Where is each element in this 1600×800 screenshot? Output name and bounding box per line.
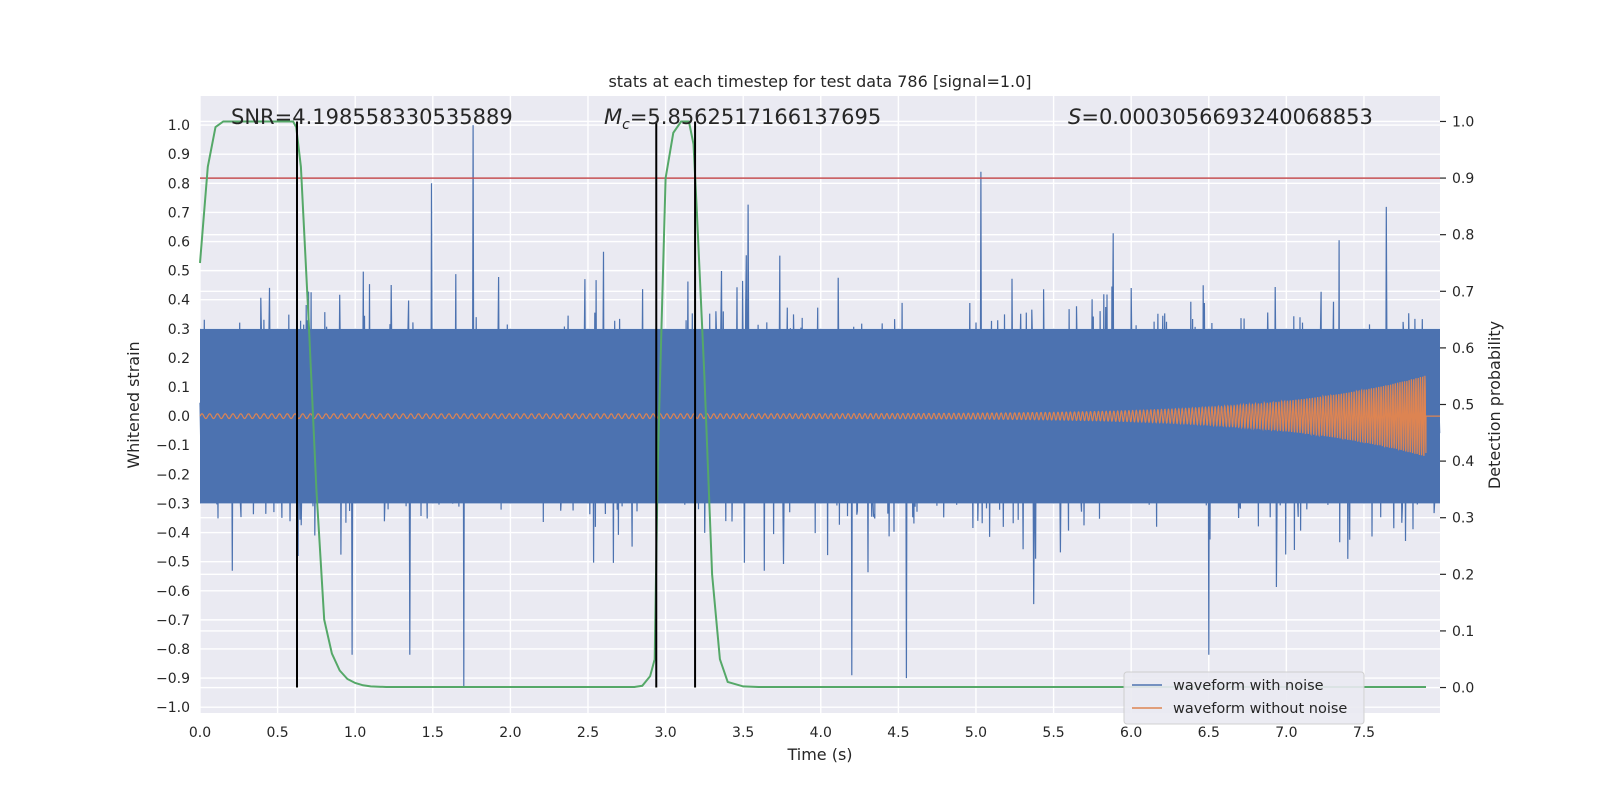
chirp-mass-subscript: c (622, 117, 630, 133)
x-tick-label: 0.0 (189, 725, 211, 741)
y-tick-label: −0.5 (156, 555, 190, 571)
y-tick-label: 0.1 (168, 380, 190, 396)
x-tick-label: 2.0 (499, 725, 521, 741)
x-tick-label: 5.0 (965, 725, 987, 741)
legend-entry-clean: waveform without noise (1173, 701, 1347, 717)
x-tick-label: 0.5 (266, 725, 288, 741)
x-tick-label: 4.5 (887, 725, 909, 741)
x-tick-label: 3.5 (732, 725, 754, 741)
y-tick-label: −0.2 (156, 467, 190, 483)
series-detection-probability (199, 120, 1426, 688)
y-tick-label: 1.0 (168, 118, 190, 134)
legend: waveform with noise waveform without noi… (1123, 671, 1365, 725)
y-tick-label: −0.7 (156, 613, 190, 629)
x-tick-label: 5.5 (1042, 725, 1064, 741)
y-tick-label: 0.5 (168, 264, 190, 280)
x-tick-label: 2.5 (577, 725, 599, 741)
chirp-mass-annotation: Mc=5.8562517166137695 (604, 105, 881, 133)
y-tick-label: 0.6 (168, 235, 190, 251)
y-axis-label: Whitened strain (124, 341, 143, 468)
y2-tick-label: 0.7 (1452, 284, 1474, 300)
series-layer (199, 120, 1441, 688)
y-tick-label: −0.9 (156, 671, 190, 687)
y2-tick-label: 0.1 (1452, 624, 1474, 640)
chirp-mass-value: =5.8562517166137695 (630, 105, 881, 129)
x-tick-label: 7.5 (1353, 725, 1375, 741)
legend-box (1123, 671, 1365, 725)
y2-tick-label: 1.0 (1452, 114, 1474, 130)
x-tick-label: 6.0 (1120, 725, 1142, 741)
x-tick-label: 6.5 (1198, 725, 1220, 741)
y2-tick-label: 0.2 (1452, 567, 1474, 583)
y-tick-label: 0.4 (168, 293, 190, 309)
y-tick-label: −0.1 (156, 438, 190, 454)
x-axis-label: Time (s) (786, 745, 852, 764)
y2-tick-label: 0.9 (1452, 171, 1474, 187)
x-tick-label: 4.0 (810, 725, 832, 741)
x-tick-label: 3.0 (654, 725, 676, 741)
x-tick-label: 1.5 (422, 725, 444, 741)
series-waveform-without-noise (199, 375, 1440, 456)
y-tick-label: −0.8 (156, 642, 190, 658)
chart-title: stats at each timestep for test data 786… (608, 72, 1031, 91)
s-symbol: S (1068, 105, 1081, 129)
legend-entry-noise: waveform with noise (1173, 678, 1324, 694)
y-tick-label: 0.8 (168, 176, 190, 192)
y2-tick-label: 0.3 (1452, 511, 1474, 527)
s-value: =0.0003056693240068853 (1081, 105, 1373, 129)
y-tick-label: 0.7 (168, 205, 190, 221)
y2-tick-label: 0.5 (1452, 398, 1474, 414)
y2-tick-label: 0.6 (1452, 341, 1474, 357)
y-tick-label: −1.0 (156, 700, 190, 716)
x-tick-label: 1.0 (344, 725, 366, 741)
y2-tick-label: 0.0 (1452, 681, 1474, 697)
x-tick-label: 7.0 (1275, 725, 1297, 741)
s-annotation: S=0.0003056693240068853 (1068, 105, 1373, 129)
axes: 0.0 0.5 1.0 1.5 2.0 2.5 3.0 3.5 4.0 4.5 5.0 5.5 6.0 6… (156, 114, 1474, 741)
y2-axis-label: Detection probability (1485, 321, 1504, 489)
snr-annotation: SNR=4.198558330535889 (231, 105, 513, 129)
y2-tick-label: 0.4 (1452, 454, 1474, 470)
y2-tick-label: 0.8 (1452, 228, 1474, 244)
y-tick-label: −0.4 (156, 526, 190, 542)
chirp-mass-symbol: M (604, 105, 622, 129)
y-tick-label: −0.3 (156, 496, 190, 512)
y-tick-label: −0.6 (156, 584, 190, 600)
y-tick-label: 0.9 (168, 147, 190, 163)
y-tick-label: 0.2 (168, 351, 190, 367)
y-tick-label: 0.0 (168, 409, 190, 425)
y-tick-label: 0.3 (168, 322, 190, 338)
